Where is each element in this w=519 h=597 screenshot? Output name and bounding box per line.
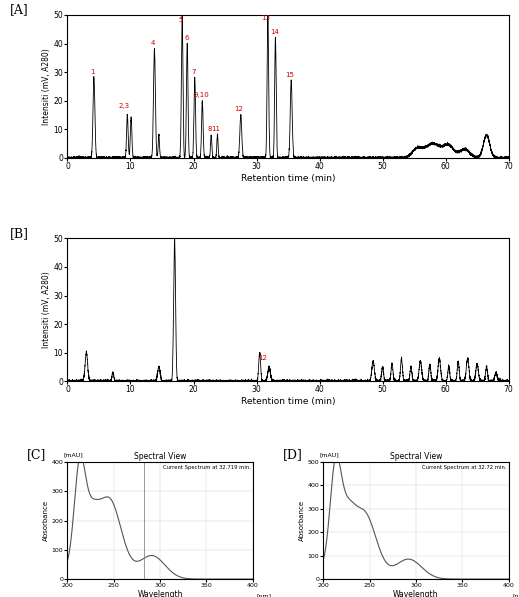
Text: 13: 13 xyxy=(262,15,270,21)
Text: 7: 7 xyxy=(192,69,196,75)
Y-axis label: Absorbance: Absorbance xyxy=(43,500,49,541)
Text: [nm]: [nm] xyxy=(512,593,519,597)
Text: 11: 11 xyxy=(212,126,221,132)
Text: [nm]: [nm] xyxy=(256,593,271,597)
Text: 8: 8 xyxy=(207,126,212,132)
X-axis label: Retention time (min): Retention time (min) xyxy=(241,397,335,407)
Text: Current Spectrum at 32.72 min.: Current Spectrum at 32.72 min. xyxy=(422,466,507,470)
Title: Spectral View: Spectral View xyxy=(134,452,186,461)
Text: [C]: [C] xyxy=(26,448,46,461)
Text: 1: 1 xyxy=(90,69,95,75)
Text: 2,3: 2,3 xyxy=(119,103,130,109)
Text: 9,10: 9,10 xyxy=(194,92,210,98)
Text: 6: 6 xyxy=(184,35,189,41)
Text: [A]: [A] xyxy=(10,4,29,17)
X-axis label: Wavelength: Wavelength xyxy=(393,590,439,597)
Text: 15: 15 xyxy=(285,72,294,78)
Text: [D]: [D] xyxy=(282,448,303,461)
Text: 12: 12 xyxy=(258,355,267,361)
Text: 5: 5 xyxy=(179,17,183,23)
Text: 4: 4 xyxy=(151,41,155,47)
Text: [mAU]: [mAU] xyxy=(320,452,339,457)
Text: [mAU]: [mAU] xyxy=(64,452,84,457)
X-axis label: Wavelength: Wavelength xyxy=(138,590,183,597)
Y-axis label: Absorbance: Absorbance xyxy=(298,500,305,541)
Text: [B]: [B] xyxy=(10,227,29,240)
Text: Current Spectrum at 32.719 min.: Current Spectrum at 32.719 min. xyxy=(163,466,251,470)
Text: 12: 12 xyxy=(235,106,243,112)
X-axis label: Retention time (min): Retention time (min) xyxy=(241,174,335,183)
Text: 14: 14 xyxy=(270,29,279,35)
Y-axis label: Intensiti (mV, A280): Intensiti (mV, A280) xyxy=(42,272,51,348)
Title: Spectral View: Spectral View xyxy=(390,452,442,461)
Y-axis label: Intensiti (mV, A280): Intensiti (mV, A280) xyxy=(42,48,51,125)
